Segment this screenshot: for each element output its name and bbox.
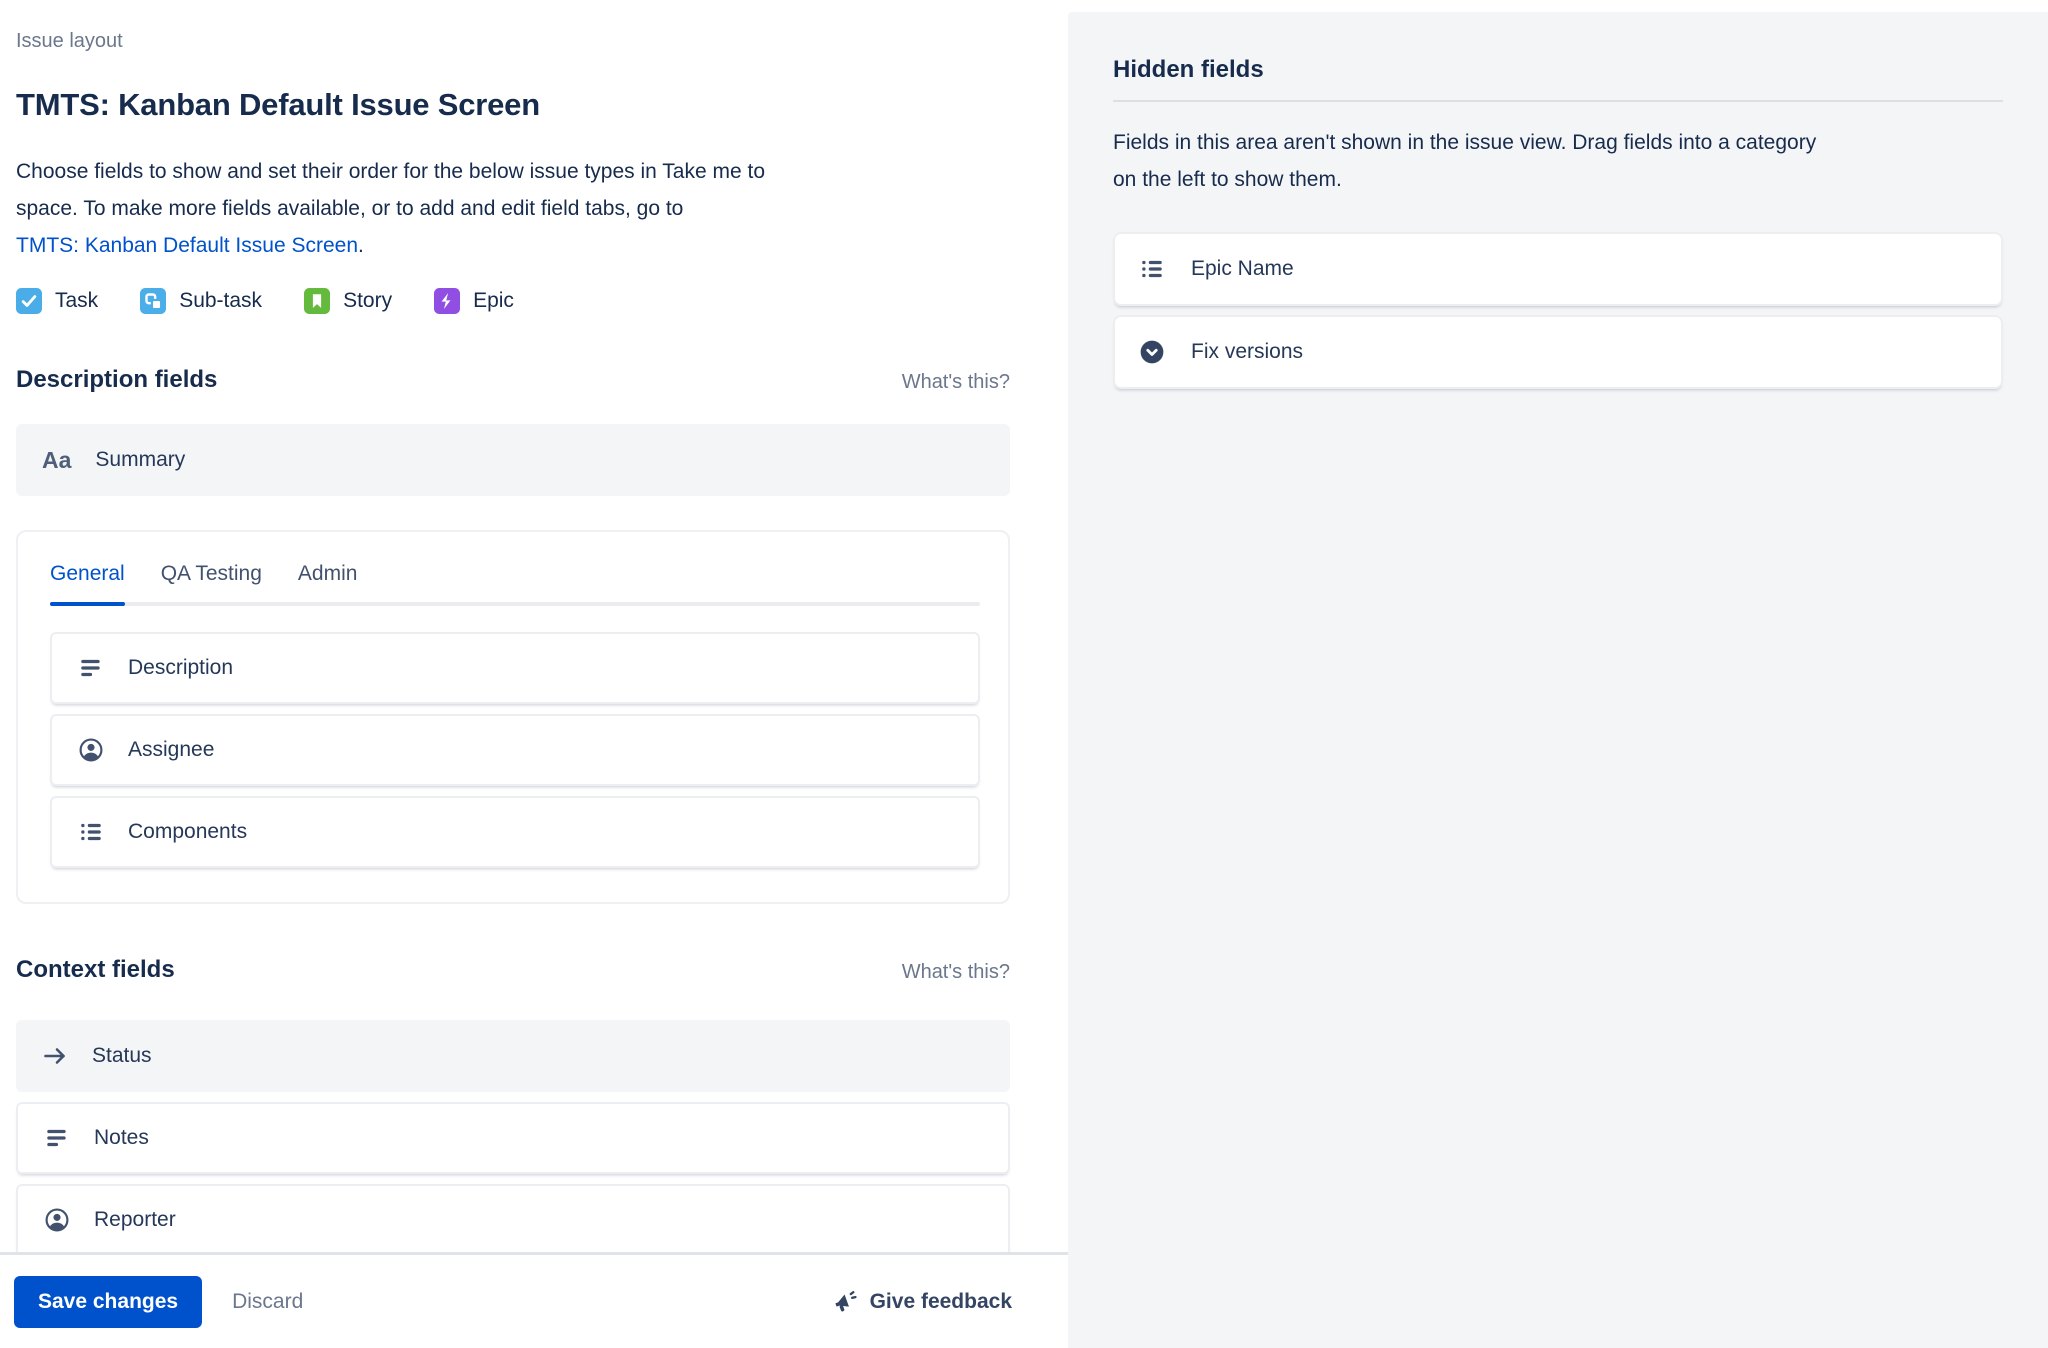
issue-type-task: Task bbox=[16, 288, 98, 314]
description-fields-header: Description fields What's this? bbox=[16, 366, 1010, 394]
issue-type-subtask: Sub-task bbox=[140, 288, 262, 314]
paragraph-icon bbox=[81, 659, 100, 677]
megaphone-icon bbox=[834, 1290, 857, 1311]
field-summary: Aa Summary bbox=[16, 424, 1010, 496]
person-icon bbox=[45, 1208, 69, 1232]
bullet-list-icon bbox=[81, 823, 101, 841]
tab-general[interactable]: General bbox=[50, 562, 125, 606]
main-column: Issue layout TMTS: Kanban Default Issue … bbox=[16, 30, 1010, 1256]
field-label: Reporter bbox=[94, 1208, 176, 1231]
issue-type-epic: Epic bbox=[434, 288, 514, 314]
subtask-icon bbox=[140, 288, 167, 314]
field-label: Components bbox=[128, 820, 248, 843]
context-fields-header: Context fields What's this? bbox=[16, 956, 1010, 984]
context-fields-title: Context fields bbox=[16, 956, 175, 983]
description-fields-title: Description fields bbox=[16, 366, 218, 393]
description-fields-help-link[interactable]: What's this? bbox=[901, 371, 1010, 393]
field-label: Status bbox=[92, 1044, 152, 1067]
action-bar: Save changes Discard Give feedback bbox=[0, 1252, 1068, 1348]
intro-suffix: . bbox=[358, 234, 364, 257]
tab-field-list: Description Assignee Components bbox=[50, 632, 980, 868]
text-style-icon: Aa bbox=[42, 446, 72, 473]
field-label: Fix versions bbox=[1191, 340, 1304, 363]
field-label: Assignee bbox=[128, 738, 215, 761]
field-label: Description bbox=[128, 656, 234, 679]
issue-type-label: Task bbox=[55, 289, 99, 312]
issue-type-label: Sub-task bbox=[179, 289, 263, 312]
bullet-list-icon bbox=[1142, 260, 1162, 278]
intro-text: Choose fields to show and set their orde… bbox=[16, 153, 1010, 264]
hidden-field-list: Epic Name Fix versions bbox=[1113, 232, 2003, 389]
hidden-fields-panel: Hidden fields Fields in this area aren't… bbox=[1068, 12, 2048, 1348]
person-icon bbox=[79, 738, 103, 762]
task-icon bbox=[16, 288, 42, 314]
tab-bar: General QA Testing Admin bbox=[50, 562, 980, 606]
tab-qa-testing[interactable]: QA Testing bbox=[160, 562, 262, 585]
field-description[interactable]: Description bbox=[50, 632, 980, 704]
screen-link[interactable]: TMTS: Kanban Default Issue Screen bbox=[16, 234, 358, 257]
save-changes-button[interactable]: Save changes bbox=[14, 1275, 203, 1328]
field-notes[interactable]: Notes bbox=[16, 1102, 1010, 1174]
hidden-fields-description: Fields in this area aren't shown in the … bbox=[1113, 124, 2003, 198]
intro-line-3: TMTS: Kanban Default Issue Screen. bbox=[16, 227, 1010, 264]
intro-line-1: Choose fields to show and set their orde… bbox=[16, 160, 766, 183]
chevron-circle-icon bbox=[1140, 340, 1164, 364]
context-field-list: Status Notes Reporter bbox=[16, 1020, 1010, 1256]
story-icon bbox=[304, 288, 331, 314]
epic-icon bbox=[434, 288, 461, 314]
field-label: Epic Name bbox=[1191, 257, 1294, 280]
hidden-fields-divider bbox=[1113, 100, 2003, 102]
give-feedback-button[interactable]: Give feedback bbox=[830, 1288, 1012, 1316]
give-feedback-label: Give feedback bbox=[869, 1289, 1012, 1313]
intro-line-2: space. To make more fields available, or… bbox=[16, 197, 684, 220]
page-title: TMTS: Kanban Default Issue Screen bbox=[16, 87, 540, 122]
hidden-fields-description-line-1: Fields in this area aren't shown in the … bbox=[1113, 131, 1817, 154]
field-label: Notes bbox=[94, 1126, 149, 1149]
field-fix-versions[interactable]: Fix versions bbox=[1113, 315, 2003, 389]
tab-track bbox=[50, 602, 980, 606]
field-label: Summary bbox=[95, 448, 186, 471]
paragraph-icon bbox=[47, 1129, 66, 1147]
tab-admin[interactable]: Admin bbox=[297, 562, 358, 585]
field-status: Status bbox=[16, 1020, 1010, 1092]
field-assignee[interactable]: Assignee bbox=[50, 714, 980, 786]
arrow-right-icon bbox=[44, 1048, 65, 1064]
discard-button[interactable]: Discard bbox=[232, 1289, 304, 1313]
issue-type-label: Epic bbox=[473, 289, 514, 312]
hidden-fields-description-line-2: on the left to show them. bbox=[1113, 168, 1342, 191]
field-epic-name[interactable]: Epic Name bbox=[1113, 232, 2003, 306]
issue-type-list: Task Sub-task Story Epic bbox=[16, 288, 1010, 314]
hidden-fields-title: Hidden fields bbox=[1113, 56, 1264, 83]
field-reporter[interactable]: Reporter bbox=[16, 1184, 1010, 1256]
field-components[interactable]: Components bbox=[50, 796, 980, 868]
breadcrumb: Issue layout bbox=[16, 30, 123, 52]
issue-type-story: Story bbox=[304, 288, 392, 314]
context-fields-help-link[interactable]: What's this? bbox=[901, 961, 1010, 983]
field-tab-group: General QA Testing Admin Description Ass… bbox=[16, 530, 1010, 904]
issue-type-label: Story bbox=[343, 289, 393, 312]
